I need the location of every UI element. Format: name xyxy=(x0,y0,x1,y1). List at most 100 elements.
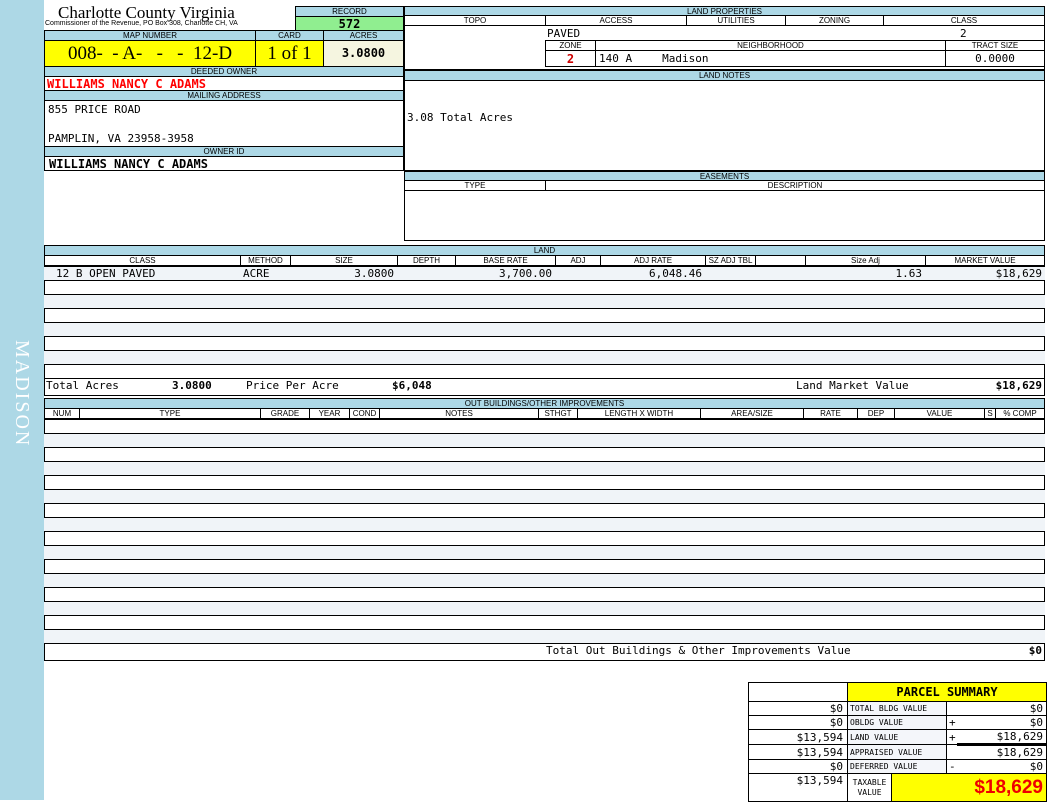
land-row: 12 B OPEN PAVED ACRE 3.0800 3,700.00 6,048.4… xyxy=(44,266,1045,281)
land-cell xyxy=(755,364,805,379)
outbuilding-row xyxy=(44,545,1045,560)
land-cell xyxy=(805,280,925,295)
land-rows: 12 B OPEN PAVED ACRE 3.0800 3,700.00 6,048.4… xyxy=(44,266,1045,379)
outbuilding-col-header: % COMP xyxy=(995,408,1045,419)
outbuilding-cell xyxy=(44,587,1045,602)
outbuilding-row xyxy=(44,433,1045,448)
land-cell xyxy=(290,350,397,365)
easements-header: TYPE DESCRIPTION xyxy=(404,180,1045,191)
summary-label: LAND VALUE xyxy=(847,729,947,745)
address-line-2: PAMPLIN, VA 23958-3958 xyxy=(48,132,194,145)
summary-label: TOTAL BLDG VALUE xyxy=(847,701,947,716)
land-cell xyxy=(290,336,397,351)
outbuilding-cell xyxy=(44,461,1045,476)
land-cell xyxy=(755,336,805,351)
class-label: CLASS xyxy=(883,15,1045,26)
land-cell xyxy=(705,350,755,365)
neighborhood-value: 140 A Madison xyxy=(595,50,946,67)
land-cell: 3.0800 xyxy=(290,266,397,281)
land-cell xyxy=(600,350,705,365)
outbuilding-col-header: S xyxy=(984,408,996,419)
land-cell xyxy=(705,322,755,337)
land-cell xyxy=(755,308,805,323)
land-cell xyxy=(555,294,600,309)
taxable-value: $18,629 xyxy=(891,773,1047,802)
land-cell xyxy=(925,350,1045,365)
land-notes: 3.08 Total Acres xyxy=(404,80,1045,171)
land-cell xyxy=(755,350,805,365)
land-cell xyxy=(600,364,705,379)
summary-operator: + xyxy=(946,729,957,745)
land-col-header: BASE RATE xyxy=(455,255,556,266)
land-market-value: $18,629 xyxy=(995,379,1042,392)
land-cell xyxy=(397,322,455,337)
summary-prior-value: $13,594 xyxy=(748,744,848,760)
land-cell xyxy=(455,336,555,351)
outbuildings-total-label: Total Out Buildings & Other Improvements… xyxy=(546,644,851,657)
land-cell xyxy=(44,280,240,295)
land-cell xyxy=(44,294,240,309)
outbuilding-cell xyxy=(44,433,1045,448)
summary-prior-value: $0 xyxy=(748,701,848,716)
land-cell xyxy=(705,308,755,323)
land-row xyxy=(44,336,1045,351)
outbuilding-col-header: NUM xyxy=(44,408,80,419)
summary-row: $0 DEFERRED VALUE - $0 xyxy=(748,759,1047,774)
outbuilding-row xyxy=(44,503,1045,518)
taxable-prior-value: $13,594 xyxy=(748,773,848,802)
land-cell xyxy=(455,364,555,379)
land-cell xyxy=(290,280,397,295)
land-cell xyxy=(555,280,600,295)
summary-value: $18,629 xyxy=(956,743,1047,760)
outbuilding-cell xyxy=(44,475,1045,490)
summary-prior-value: $0 xyxy=(748,759,848,774)
land-col-header: MARKET VALUE xyxy=(925,255,1045,266)
land-cell xyxy=(555,364,600,379)
outbuilding-col-header: YEAR xyxy=(309,408,350,419)
land-cell xyxy=(397,336,455,351)
address-line-1: 855 PRICE ROAD xyxy=(48,103,141,116)
outbuilding-col-header: DEP xyxy=(857,408,895,419)
land-cell xyxy=(290,294,397,309)
summary-row: $0 OBLDG VALUE + $0 xyxy=(748,715,1047,730)
outbuilding-cell xyxy=(44,601,1045,616)
land-cell xyxy=(44,322,240,337)
outbuilding-row xyxy=(44,615,1045,630)
summary-row: $13,594 APPRAISED VALUE $18,629 xyxy=(748,743,1047,760)
land-cell xyxy=(925,322,1045,337)
land-cell xyxy=(44,308,240,323)
county-subtitle: Commissioner of the Revenue, PO Box 308,… xyxy=(45,20,238,27)
land-cell xyxy=(397,308,455,323)
land-col-header: CLASS xyxy=(44,255,241,266)
outbuilding-cell xyxy=(44,531,1045,546)
tract-size-label: TRACT SIZE xyxy=(945,40,1045,51)
land-col-header: ADJ RATE xyxy=(600,255,706,266)
land-cell xyxy=(555,322,600,337)
land-market-value-label: Land Market Value xyxy=(796,379,909,392)
parcel-summary: PARCEL SUMMARY $0 TOTAL BLDG VALUE $0 $0 OBL… xyxy=(748,682,1047,802)
land-cell xyxy=(805,350,925,365)
outbuilding-col-header: COND xyxy=(349,408,380,419)
outbuilding-row xyxy=(44,489,1045,504)
land-cell xyxy=(240,350,290,365)
outbuilding-cell xyxy=(44,559,1045,574)
land-cell xyxy=(455,308,555,323)
land-cell xyxy=(925,280,1045,295)
land-properties-body xyxy=(404,25,1045,70)
land-cell xyxy=(600,294,705,309)
land-col-header: SIZE xyxy=(290,255,398,266)
land-cell xyxy=(455,294,555,309)
owner-id: WILLIAMS NANCY C ADAMS xyxy=(44,156,404,171)
summary-prior-value: $0 xyxy=(748,715,848,730)
summary-value: $18,629 xyxy=(956,729,1047,745)
land-cell xyxy=(397,280,455,295)
access-label: ACCESS xyxy=(545,15,687,26)
land-cell xyxy=(455,280,555,295)
outbuilding-col-header: AREA/SIZE xyxy=(700,408,804,419)
outbuilding-col-header: LENGTH X WIDTH xyxy=(577,408,701,419)
record-value: 572 xyxy=(295,16,404,31)
outbuilding-row xyxy=(44,573,1045,588)
zone-header: ZONE NEIGHBORHOOD TRACT SIZE 2 140 A Madi… xyxy=(545,40,1045,67)
neighborhood-code: 140 A xyxy=(599,51,633,65)
land-cell xyxy=(805,308,925,323)
